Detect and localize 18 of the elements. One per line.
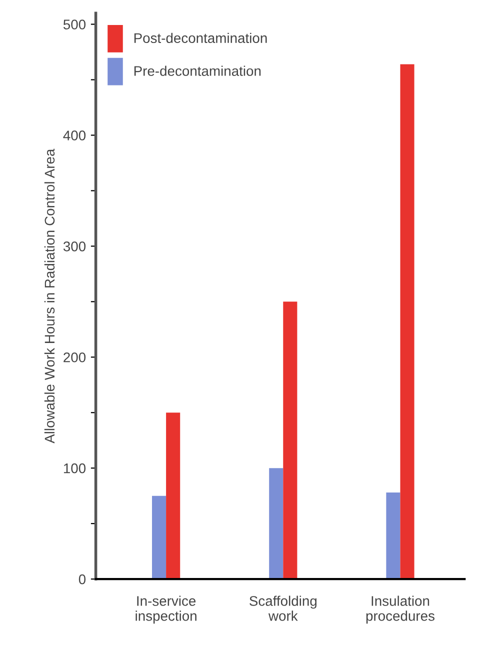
bar xyxy=(283,302,298,580)
bar xyxy=(400,64,414,580)
y-tick-label: 300 xyxy=(63,242,86,252)
legend-label: Pre-decontamination xyxy=(134,66,261,76)
y-tick-label: 100 xyxy=(64,463,86,474)
y-tick-label: 200 xyxy=(64,352,86,362)
bar xyxy=(166,412,180,580)
bar xyxy=(386,492,400,580)
x-tick-label: In-service inspection xyxy=(136,596,196,624)
y-axis-title: Allowable Work Hours in Radiation Control Area xyxy=(44,148,55,444)
bar xyxy=(269,468,284,580)
legend-label: Post-decontamination xyxy=(134,32,267,44)
x-tick-label: Insulation procedures xyxy=(366,596,434,624)
y-tick-label: 400 xyxy=(63,130,86,140)
y-tick-label: 500 xyxy=(63,20,86,30)
y-tick-label: 0 xyxy=(78,574,86,584)
bar xyxy=(152,496,166,580)
x-tick-label: Scaffolding work xyxy=(250,596,316,621)
